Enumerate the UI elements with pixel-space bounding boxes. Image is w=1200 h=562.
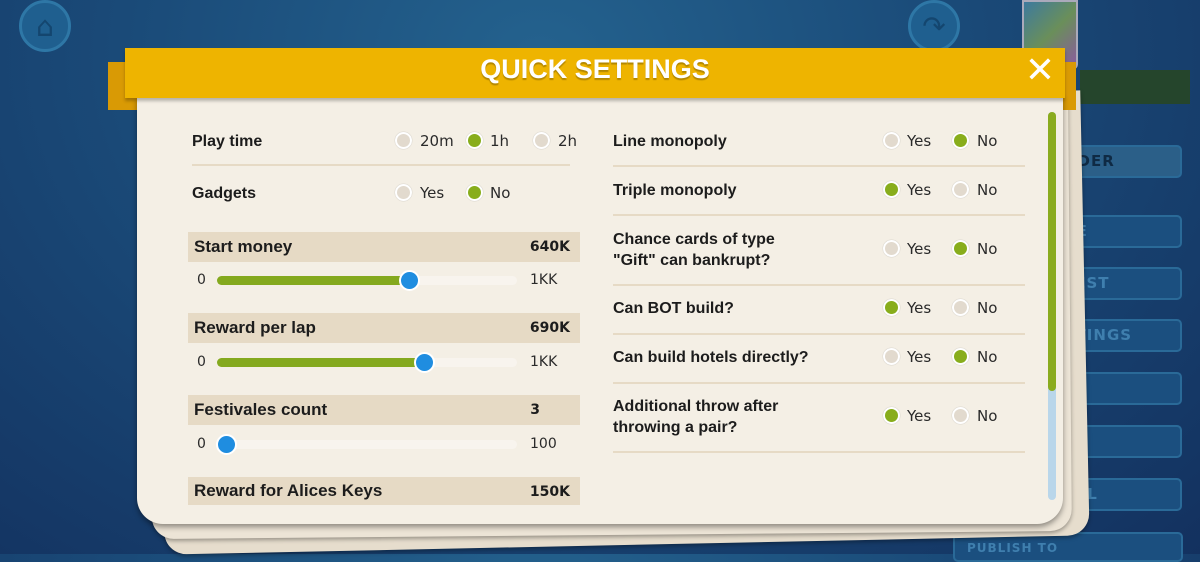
setting-label: Line monopoly (613, 133, 727, 150)
no-label: No (977, 181, 998, 199)
setting-label-line2: "Gift" can bankrupt? (613, 252, 771, 269)
no-label: No (977, 132, 998, 150)
divider (613, 214, 1025, 216)
slider-knob[interactable] (399, 270, 420, 291)
home-icon: ⌂ (36, 9, 54, 43)
no-label: No (977, 299, 998, 317)
slider-min: 0 (197, 272, 206, 288)
home-button[interactable]: ⌂ (19, 0, 71, 52)
festivales-count-label: Festivales count (194, 400, 328, 419)
no-radio[interactable] (952, 181, 969, 198)
divider (613, 382, 1025, 384)
dialog-header: QUICK SETTINGS ✕ (125, 48, 1065, 98)
slider-max: 100 (530, 436, 557, 452)
gadgets-no-label: No (490, 184, 511, 202)
alices-keys-label: Reward for Alices Keys (194, 481, 383, 500)
yes-label: Yes (907, 299, 932, 317)
slider-fill (217, 358, 424, 367)
setting-label-line1: Chance cards of type (613, 231, 775, 248)
divider (613, 451, 1025, 453)
yes-radio[interactable] (883, 407, 900, 424)
yes-radio[interactable] (883, 132, 900, 149)
slider-max: 1KK (530, 272, 558, 288)
start-money-value: 640K (529, 239, 570, 255)
divider (613, 333, 1025, 335)
yes-radio[interactable] (883, 240, 900, 257)
yes-radio[interactable] (883, 181, 900, 198)
alices-keys-value: 150K (529, 484, 570, 500)
gadgets-no-radio[interactable] (466, 184, 483, 201)
start-money-label: Start money (194, 237, 293, 256)
no-radio[interactable] (952, 407, 969, 424)
no-radio[interactable] (952, 132, 969, 149)
setting-label-line1: Additional throw after (613, 398, 779, 415)
yes-radio[interactable] (883, 348, 900, 365)
play-time-1h-label: 1h (490, 132, 510, 150)
festivales-count-header: Festivales count 3 (188, 395, 580, 425)
reward-per-lap-label: Reward per lap (194, 318, 316, 337)
setting-label: Can build hotels directly? (613, 349, 809, 366)
play-time-label: Play time (192, 133, 263, 150)
green-banner (1080, 70, 1190, 104)
play-time-1h-radio[interactable] (466, 132, 483, 149)
no-radio[interactable] (952, 348, 969, 365)
play-time-20m-radio[interactable] (395, 132, 412, 149)
setting-label: Can BOT build? (613, 300, 734, 317)
scrollbar[interactable] (1048, 112, 1056, 500)
slider-min: 0 (197, 354, 206, 370)
yes-label: Yes (907, 181, 932, 199)
setting-label-line2: throwing a pair? (613, 419, 738, 436)
setting-label: Triple monopoly (613, 182, 737, 199)
play-time-2h-label: 2h (558, 132, 578, 150)
reward-per-lap-slider[interactable] (217, 352, 517, 373)
no-label: No (977, 407, 998, 425)
slider-knob[interactable] (216, 434, 237, 455)
no-radio[interactable] (952, 240, 969, 257)
gadgets-yes-radio[interactable] (395, 184, 412, 201)
alices-keys-header: Reward for Alices Keys 150K (188, 477, 580, 505)
slider-max: 1KK (530, 354, 558, 370)
divider (613, 284, 1025, 286)
no-label: No (977, 348, 998, 366)
play-time-2h-radio[interactable] (533, 132, 550, 149)
festivales-count-value: 3 (530, 402, 540, 418)
yes-radio[interactable] (883, 299, 900, 316)
reward-per-lap-header: Reward per lap 690K (188, 313, 580, 343)
divider (192, 164, 570, 166)
reward-per-lap-value: 690K (529, 320, 570, 336)
gadgets-yes-label: Yes (420, 184, 445, 202)
yes-label: Yes (907, 348, 932, 366)
slider-knob[interactable] (414, 352, 435, 373)
close-icon[interactable]: ✕ (1024, 50, 1055, 91)
play-time-20m-label: 20m (420, 132, 454, 150)
yes-label: Yes (907, 132, 932, 150)
start-money-header: Start money 640K (188, 232, 580, 262)
dialog-title: QUICK SETTINGS (480, 54, 710, 84)
no-label: No (977, 240, 998, 258)
yes-label: Yes (907, 407, 932, 425)
gadgets-label: Gadgets (192, 185, 257, 202)
redo-button[interactable]: ↷ (908, 0, 960, 52)
start-money-slider[interactable] (217, 270, 517, 291)
yes-label: Yes (907, 240, 932, 258)
festivales-count-slider[interactable] (216, 434, 517, 455)
divider (613, 165, 1025, 167)
slider-fill (217, 276, 409, 285)
scrollbar-thumb[interactable] (1048, 112, 1056, 392)
no-radio[interactable] (952, 299, 969, 316)
redo-arrow-icon: ↷ (922, 9, 946, 43)
slider-min: 0 (197, 436, 206, 452)
